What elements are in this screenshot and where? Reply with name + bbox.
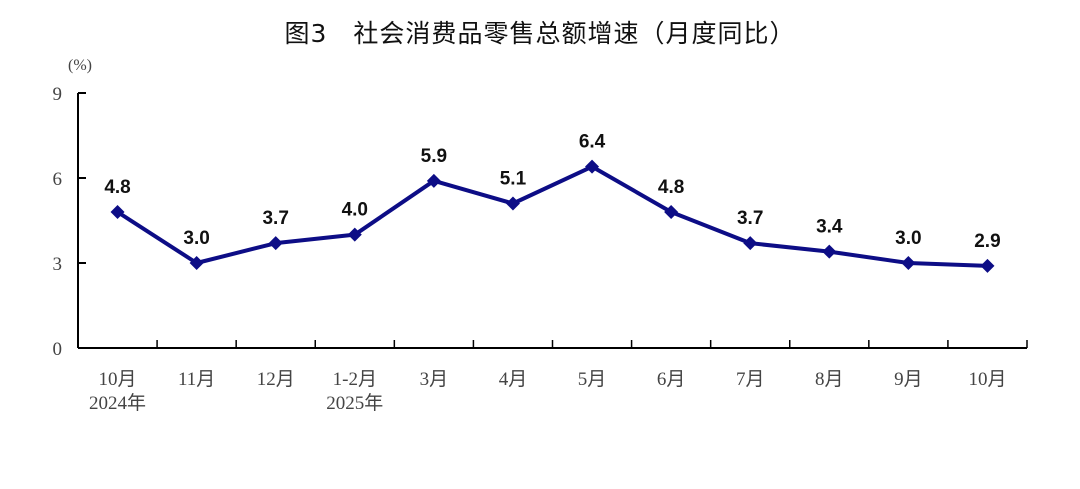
data-label: 5.9 — [421, 146, 447, 167]
x-tick-label: 1-2月 2025年 — [326, 369, 383, 414]
data-point-marker — [901, 256, 916, 270]
y-tick-label: 9 — [53, 84, 63, 105]
data-point-marker — [743, 236, 758, 251]
data-point-marker — [505, 196, 520, 211]
x-tick-label: 12月 — [257, 369, 295, 390]
data-label: 4.8 — [658, 177, 684, 198]
data-point-marker — [980, 258, 995, 273]
x-tick-label: 10月 2024年 — [89, 369, 146, 414]
data-label: 2.9 — [974, 231, 1000, 252]
x-tick-label: 6月 — [657, 369, 686, 390]
x-tick-label: 8月 — [815, 369, 844, 390]
x-tick-label: 10月 — [968, 369, 1006, 390]
data-point-marker — [585, 159, 600, 174]
x-tick-label: 9月 — [894, 369, 923, 390]
y-tick-label: 0 — [53, 339, 63, 360]
data-label: 4.8 — [104, 177, 130, 198]
data-point-marker — [822, 244, 837, 259]
x-tick-label: 7月 — [736, 369, 765, 390]
x-tick-label: 3月 — [420, 369, 449, 390]
data-label: 3.7 — [737, 208, 763, 229]
y-tick-label: 6 — [53, 169, 63, 190]
series-line — [116, 164, 988, 268]
data-point-marker — [426, 173, 441, 188]
x-tick-label: 4月 — [499, 369, 528, 390]
data-point-marker — [664, 205, 679, 219]
y-axis-unit-label: (%) — [68, 57, 92, 74]
x-tick-label: 5月 — [578, 369, 607, 390]
chart-title: 图3 社会消费品零售总额增速（月度同比） — [284, 19, 796, 48]
y-tick-label: 3 — [53, 254, 63, 275]
data-point-marker — [189, 256, 204, 270]
data-label: 3.4 — [816, 217, 843, 238]
data-label: 3.0 — [895, 228, 921, 249]
x-tick-label: 11月 — [178, 369, 215, 390]
data-label: 5.1 — [500, 169, 527, 190]
data-label: 4.0 — [342, 200, 368, 221]
data-label: 3.7 — [262, 208, 288, 229]
data-point-marker — [268, 236, 283, 251]
data-point-marker — [110, 205, 125, 219]
data-label: 6.4 — [579, 132, 606, 153]
data-label: 3.0 — [183, 228, 209, 249]
data-point-marker — [347, 227, 362, 242]
